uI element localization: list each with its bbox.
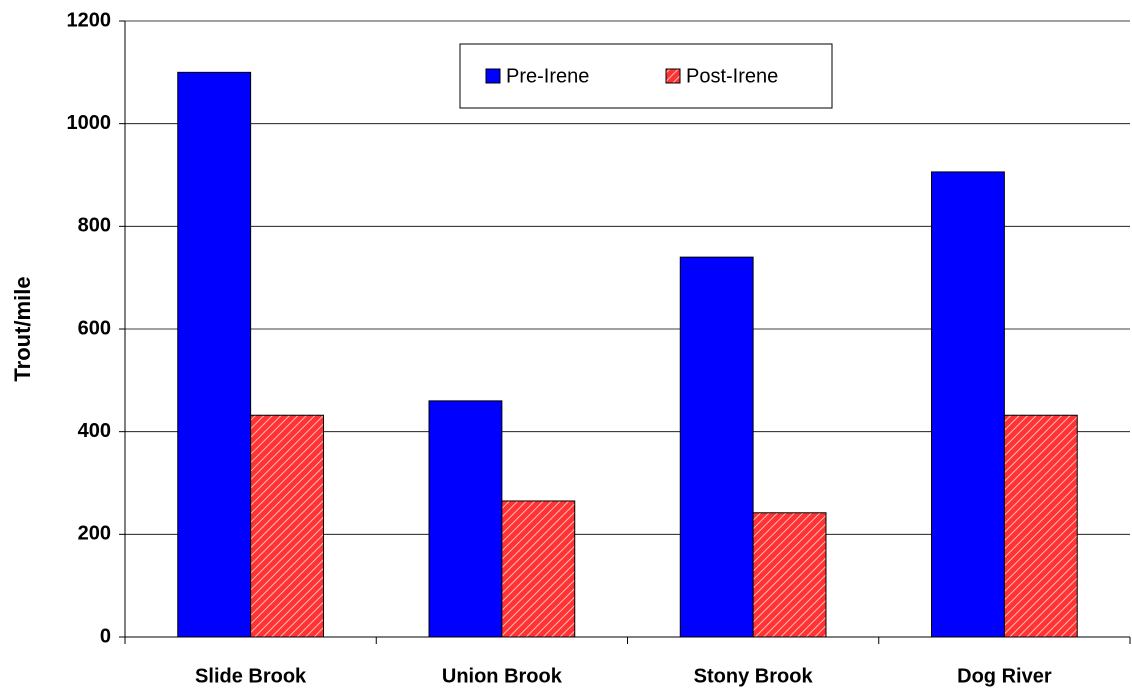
bar [1003, 414, 1078, 638]
y-tick-label: 1200 [67, 9, 112, 31]
bar [250, 414, 324, 638]
bar [177, 71, 252, 638]
legend-box [459, 43, 833, 109]
x-tick-label: Dog River [957, 665, 1052, 687]
bar [679, 256, 754, 638]
y-tick-label: 600 [78, 317, 111, 339]
legend-label: Pre-Irene [506, 65, 589, 87]
y-tick-label: 0 [100, 625, 111, 647]
x-tick-label: Union Brook [442, 665, 563, 687]
x-tick-label: Stony Brook [694, 665, 814, 687]
x-tick-label: Slide Brook [195, 665, 307, 687]
y-axis-title: Trout/mile [10, 276, 35, 381]
bar [752, 512, 827, 638]
legend-swatch [665, 68, 681, 84]
y-tick-label: 1000 [67, 112, 112, 134]
y-tick-label: 800 [78, 215, 111, 237]
bar [428, 400, 503, 638]
legend-swatch [485, 68, 501, 84]
bar [931, 171, 1005, 638]
y-tick-label: 400 [78, 420, 111, 442]
y-tick-label: 200 [78, 523, 111, 545]
legend-label: Post-Irene [686, 65, 778, 87]
bar [501, 500, 576, 638]
